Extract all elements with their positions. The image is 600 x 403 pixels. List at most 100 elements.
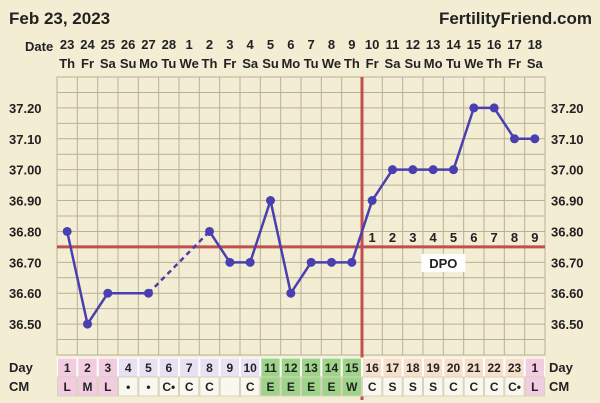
temperature-line-segment (452, 107, 476, 171)
temperature-line-segment (269, 200, 293, 294)
date-label: 8 (328, 37, 335, 52)
cm-row-label: CM (9, 379, 29, 394)
day-number: 19 (426, 361, 440, 375)
weekday-label: Su (405, 56, 422, 71)
date-label: 27 (141, 37, 155, 52)
day-number: 1 (531, 361, 538, 375)
temperature-line-segment (493, 107, 516, 140)
cm-value: E (266, 380, 274, 394)
date-label: 1 (186, 37, 193, 52)
temperature-point (83, 319, 92, 329)
cm-cell (158, 376, 180, 397)
temperature-line-segment (248, 200, 272, 263)
temperature-point (449, 165, 458, 175)
cm-cell (321, 376, 342, 397)
date-label: 5 (267, 37, 274, 52)
weekday-label: Sa (385, 56, 402, 71)
cm-cell (443, 376, 464, 397)
cm-cell (199, 376, 220, 397)
date-label: 18 (528, 37, 542, 52)
day-number: 14 (325, 361, 339, 375)
date-label: 15 (467, 37, 481, 52)
date-label: 12 (406, 37, 420, 52)
date-label: 7 (308, 37, 315, 52)
cm-value: • (126, 380, 130, 394)
cm-value: C (185, 380, 194, 394)
cm-value: C (205, 380, 214, 394)
weekday-label: Mo (424, 56, 443, 71)
cm-cell (402, 376, 423, 397)
weekday-label: We (322, 56, 341, 71)
date-label: 24 (80, 37, 95, 52)
y-tick-left: 36.50 (9, 317, 42, 332)
temperature-point (428, 165, 438, 175)
cm-cell (219, 376, 241, 397)
temperature-line-segment (289, 261, 313, 294)
cm-value: C (449, 380, 458, 394)
temperature-line-segment (208, 230, 231, 264)
header-site: FertilityFriend.com (439, 9, 592, 28)
date-label: 11 (386, 37, 400, 52)
temperature-point (103, 288, 113, 298)
dpo-label-bg (421, 254, 466, 272)
temperature-point (327, 257, 336, 267)
cm-value: S (409, 380, 417, 394)
cm-cell (362, 376, 383, 397)
cm-value: E (287, 380, 295, 394)
header-date: Feb 23, 2023 (9, 9, 110, 28)
day-number: 23 (508, 361, 522, 375)
weekday-label: Mo (281, 56, 300, 71)
weekday-label: Su (262, 56, 279, 71)
weekday-label: We (464, 56, 483, 71)
cm-cell (97, 376, 118, 397)
temperature-point (144, 288, 153, 298)
day-number: 10 (243, 361, 257, 375)
y-tick-left: 36.70 (9, 255, 42, 270)
cm-cell (382, 376, 403, 397)
date-label: 4 (247, 37, 255, 52)
temperature-point (245, 257, 255, 267)
cm-value: C (368, 380, 377, 394)
y-tick-right: 36.70 (551, 255, 584, 270)
date-row-label: Date (25, 39, 53, 54)
cm-cell (57, 376, 78, 397)
weekday-label: Fr (508, 56, 521, 71)
date-label: 26 (121, 37, 135, 52)
cm-cell (423, 376, 444, 397)
cm-value: L (104, 380, 111, 394)
day-number: 9 (226, 361, 233, 375)
temperature-point (510, 134, 519, 144)
cm-cell (463, 376, 484, 397)
temperature-point (388, 165, 397, 175)
temperature-point (469, 103, 479, 113)
cm-value: E (307, 380, 315, 394)
cm-value: • (146, 380, 150, 394)
cm-cell (240, 376, 261, 397)
day-number: 16 (365, 361, 379, 375)
temperature-point (205, 226, 214, 236)
y-tick-right: 36.50 (551, 317, 584, 332)
dpo-number: 1 (369, 230, 376, 245)
dpo-number: 2 (389, 230, 396, 245)
y-tick-left: 37.20 (9, 101, 42, 116)
temperature-point (347, 257, 357, 267)
weekday-label: Th (59, 56, 75, 71)
y-tick-right: 37.10 (551, 132, 584, 147)
day-number: 15 (345, 361, 359, 375)
weekday-label: Fr (366, 56, 379, 71)
weekday-label: Tu (161, 56, 176, 71)
temperature-line-segment (371, 168, 394, 202)
date-label: 14 (446, 37, 461, 52)
date-label: 23 (60, 37, 74, 52)
y-tick-left: 37.10 (9, 132, 42, 147)
cm-cell (524, 376, 546, 397)
cm-cell (138, 376, 159, 397)
weekday-label: Th (486, 56, 502, 71)
dpo-label: DPO (429, 256, 457, 271)
date-label: 13 (426, 37, 440, 52)
weekday-label: We (180, 56, 199, 71)
day-number: 8 (206, 361, 213, 375)
cm-cell (341, 376, 362, 397)
cm-value: M (83, 380, 93, 394)
